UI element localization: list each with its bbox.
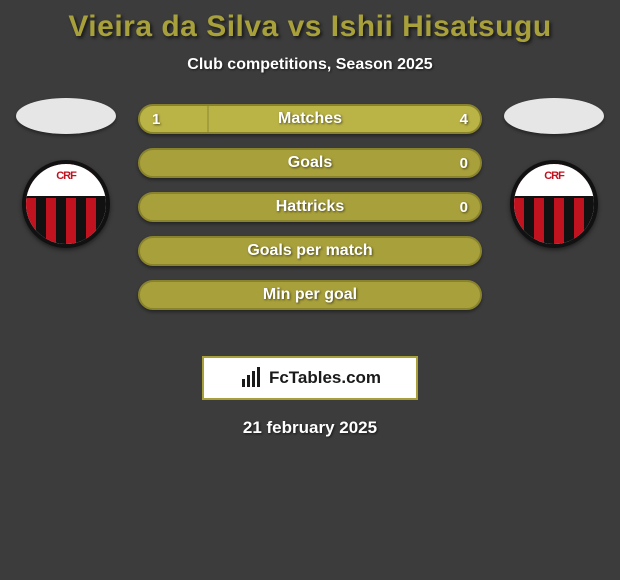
- comparison-infographic: Vieira da Silva vs Ishii Hisatsugu Club …: [0, 0, 620, 438]
- club-monogram-left: CRF: [26, 170, 106, 182]
- date-text: 21 february 2025: [0, 418, 620, 438]
- stat-value-left: 1: [152, 106, 160, 132]
- brand-text: FcTables.com: [269, 368, 381, 388]
- nationality-oval-right: [504, 98, 604, 134]
- stat-bar: Min per goal: [138, 280, 482, 310]
- club-badge-left: CRF: [22, 160, 110, 248]
- comparison-row: CRF Matches14Goals0Hattricks0Goals per m…: [0, 104, 620, 334]
- stat-bar: Matches1 4: [138, 104, 482, 134]
- stat-label: Hattricks: [140, 194, 480, 220]
- stat-bars: Matches14Goals0Hattricks0Goals per match…: [138, 104, 482, 310]
- brand-box: FcTables.com: [202, 356, 418, 400]
- stat-value-right: 4: [460, 106, 468, 132]
- stat-label: Goals per match: [140, 238, 480, 264]
- stat-value-right: 0: [460, 150, 468, 176]
- player-left-column: CRF: [6, 104, 126, 248]
- club-monogram-right: CRF: [514, 170, 594, 182]
- stat-label: Min per goal: [140, 282, 480, 308]
- nationality-oval-left: [16, 98, 116, 134]
- page-title: Vieira da Silva vs Ishii Hisatsugu: [0, 10, 620, 44]
- stat-label: Matches: [140, 106, 480, 132]
- chart-icon: [239, 366, 263, 390]
- stat-value-right: 0: [460, 194, 468, 220]
- stat-bar: Goals per match: [138, 236, 482, 266]
- player-right-column: CRF: [494, 104, 614, 248]
- stat-label: Goals: [140, 150, 480, 176]
- stat-bar: Goals0: [138, 148, 482, 178]
- subtitle: Club competitions, Season 2025: [0, 56, 620, 74]
- club-badge-right: CRF: [510, 160, 598, 248]
- stat-bar: Hattricks0: [138, 192, 482, 222]
